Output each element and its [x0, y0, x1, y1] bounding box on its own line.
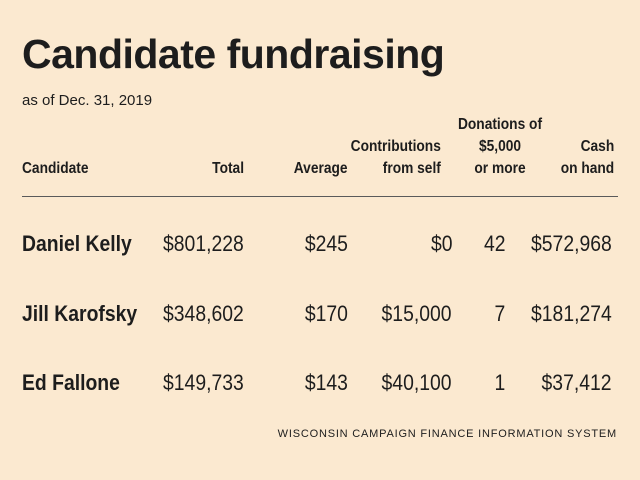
table-cell: $15,000	[382, 301, 452, 326]
table-cell: $40,100	[382, 370, 452, 395]
table-cell: $143	[304, 370, 348, 395]
candidate-name: Jill Karofsky	[22, 301, 138, 326]
column-header-4: Donations of $5,000 or more	[457, 116, 543, 177]
chart-title: Candidate fundraising	[22, 31, 445, 77]
table-cell: 1	[494, 370, 505, 395]
table-cell: $170	[304, 301, 348, 326]
column-header-1: Total	[212, 160, 244, 177]
chart-subtitle: as of Dec. 31, 2019	[22, 92, 153, 109]
candidate-name: Daniel Kelly	[22, 231, 132, 256]
table-cell: $0	[430, 231, 452, 256]
table-cell: $801,228	[163, 231, 244, 256]
table-cell: $37,412	[542, 370, 612, 395]
table-cell: 42	[483, 231, 505, 256]
candidate-name: Ed Fallone	[22, 370, 120, 395]
column-header-3: Contributions from self	[350, 138, 441, 177]
table-cell: $245	[304, 231, 348, 256]
header-rule	[22, 196, 618, 197]
table-cell: $181,274	[531, 301, 612, 326]
column-header-2: Average	[294, 160, 348, 177]
table-cell: 7	[494, 301, 505, 326]
source-credit: WISCONSIN CAMPAIGN FINANCE INFORMATION S…	[277, 428, 617, 440]
column-header-0: Candidate	[22, 160, 89, 177]
table-cell: $348,602	[163, 301, 244, 326]
table-cell: $149,733	[163, 370, 244, 395]
table-cell: $572,968	[531, 231, 612, 256]
column-header-5: Cash on hand	[560, 138, 614, 177]
